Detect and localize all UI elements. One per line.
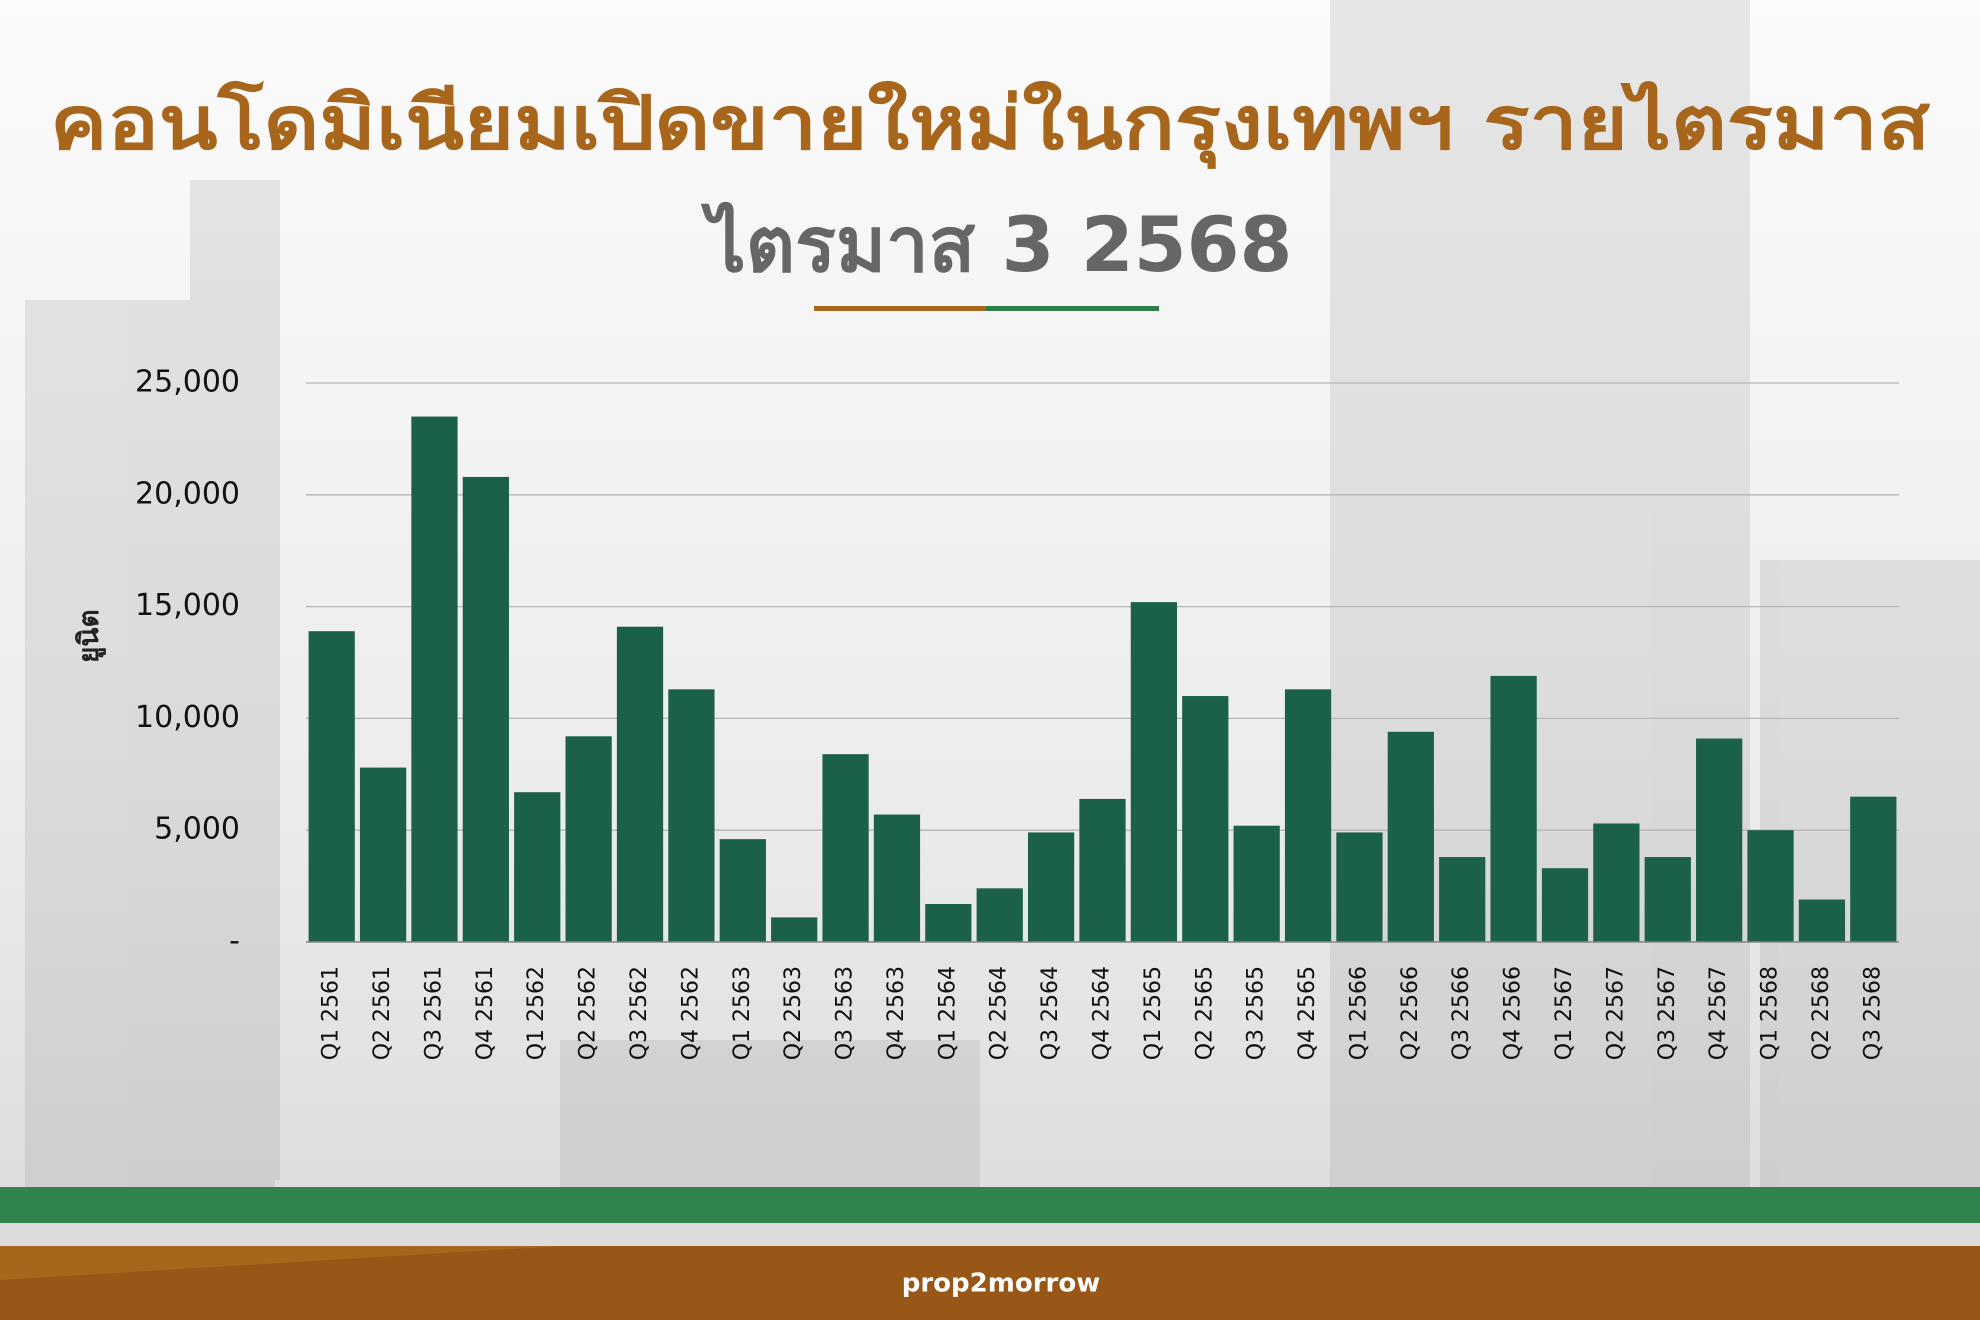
logo: prop2morrow [902,1269,1100,1299]
bar [1696,738,1743,942]
x-tick-label: Q3 2565 [1244,966,1269,1060]
bar [1079,798,1126,942]
x-tick-label: Q3 2563 [833,966,858,1060]
x-tick-label: Q2 2562 [576,966,601,1060]
bar [1284,689,1332,942]
underline-right [986,306,1159,311]
bar [1387,731,1434,942]
brown-band-shade [0,1246,1980,1320]
bar [1233,825,1280,942]
bar [616,626,664,942]
chart-subtitle: ไตรมาส 3 2568 [701,200,1293,289]
bar [1850,796,1897,942]
x-tick-label: Q3 2566 [1449,966,1474,1060]
x-tick-label: Q3 2561 [421,966,446,1060]
bar [822,754,869,942]
x-tick-label: Q2 2565 [1192,966,1217,1060]
bar [1027,832,1075,942]
bar [462,476,509,942]
x-tick-label: Q4 2563 [884,966,909,1060]
x-tick-label: Q3 2567 [1655,966,1680,1060]
bar [1798,899,1846,942]
x-tick-label: Q2 2563 [781,966,806,1060]
underline-left [814,306,986,311]
x-tick-label: Q1 2564 [935,966,960,1060]
x-tick-label: Q4 2564 [1090,966,1115,1060]
bar [1439,857,1486,942]
city-backdrop [25,0,1980,1200]
x-tick-label: Q2 2567 [1603,966,1628,1060]
x-tick-label: Q2 2564 [987,966,1012,1060]
x-tick-label: Q4 2566 [1501,966,1526,1060]
x-tick-label: Q4 2562 [678,966,703,1060]
bar [308,631,355,942]
y-tick-label: 15,000 [135,588,240,623]
x-tick-label: Q3 2562 [627,966,652,1060]
x-tick-label: Q3 2564 [1038,966,1063,1060]
bar [1490,675,1537,942]
x-tick-label: Q1 2561 [319,966,344,1060]
bar [411,416,458,942]
bar [1747,830,1794,942]
bar [976,888,1023,942]
x-tick-label: Q1 2568 [1758,966,1783,1060]
bar [1130,602,1178,942]
bar [565,736,612,942]
y-tick-label: - [229,924,240,959]
bar [1541,868,1589,942]
y-tick-label: 25,000 [135,365,240,400]
x-tick-label: Q1 2567 [1552,966,1577,1060]
x-tick-label: Q2 2568 [1809,966,1834,1060]
bar [1182,696,1229,942]
bar [1644,857,1691,942]
chart-title: คอนโดมิเนียมเปิดขายใหม่ในกรุงเทพฯ รายไตร… [50,80,1931,170]
x-tick-label: Q3 2568 [1860,966,1885,1060]
bar [668,689,715,942]
y-tick-label: 20,000 [135,476,240,511]
x-tick-label: Q4 2565 [1295,966,1320,1060]
x-tick-label: Q1 2563 [730,966,755,1060]
x-tick-label: Q1 2565 [1141,966,1166,1060]
x-tick-label: Q4 2567 [1706,966,1731,1060]
y-tick-label: 5,000 [154,812,240,847]
bar [719,839,766,942]
bar [925,903,972,942]
y-tick-label: 10,000 [135,700,240,735]
bar [1336,832,1383,942]
x-tick-label: Q1 2562 [524,966,549,1060]
y-axis-label: ยูนิต [72,609,106,663]
bar [771,917,818,942]
x-tick-label: Q2 2566 [1398,966,1423,1060]
x-tick-label: Q4 2561 [473,966,498,1060]
x-tick-label: Q1 2566 [1346,966,1371,1060]
bar [514,792,561,942]
bar [873,814,921,942]
x-tick-label: Q2 2561 [370,966,395,1060]
bar [359,767,407,942]
bar [1593,823,1640,942]
green-band [0,1187,1980,1223]
plot-area: - 5,000 10,000 15,000 20,000 25,000 Q1 2561 Q2 … [135,365,1899,1060]
